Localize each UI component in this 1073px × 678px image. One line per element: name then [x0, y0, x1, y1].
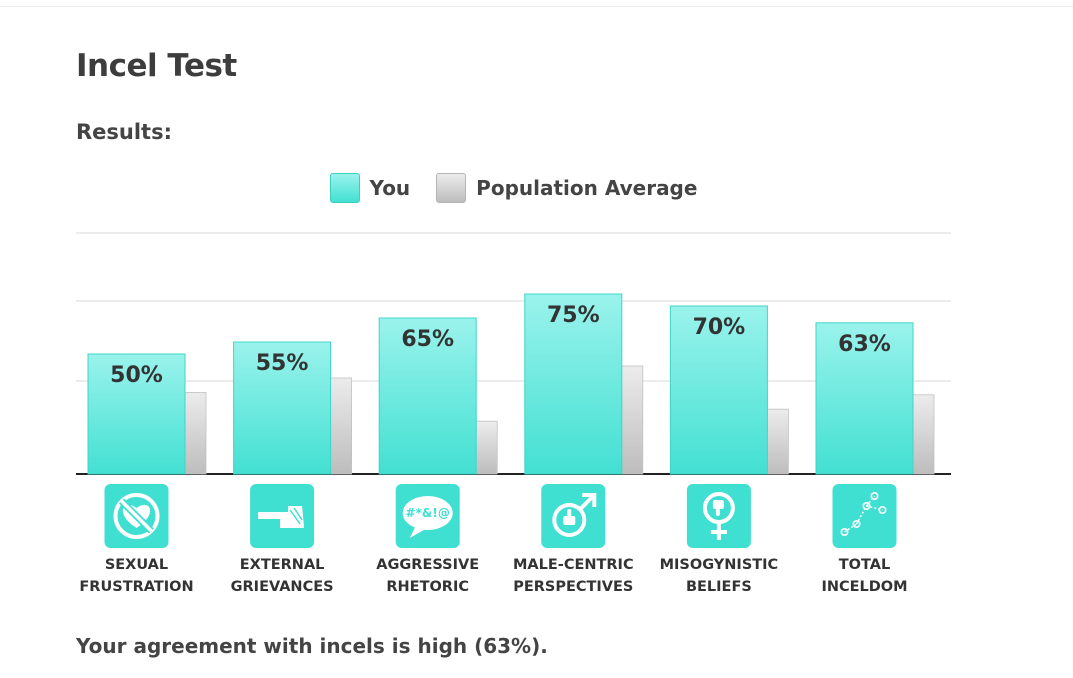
- bar-you: [669, 305, 768, 475]
- bar-you: [233, 341, 332, 475]
- bar-average: [329, 377, 353, 475]
- chart-legend: You Population Average: [0, 173, 1073, 203]
- category-label: SEXUAL: [105, 557, 168, 573]
- legend-label-average: Population Average: [476, 176, 698, 200]
- bar-you: [524, 293, 623, 475]
- bar-value-label: 50%: [110, 363, 163, 388]
- legend-item-average: Population Average: [436, 173, 697, 203]
- bar-chart: #*&!@ 50% SEXUAL FRUSTRATION 55% EXTERNAL GRI…: [76, 232, 951, 595]
- no-heart-icon: [104, 484, 169, 548]
- category-label: MISOGYNISTIC: [660, 557, 779, 573]
- bar-you: [378, 317, 477, 475]
- top-divider: [0, 6, 1073, 7]
- bar-average: [620, 365, 644, 475]
- bar-average: [474, 420, 498, 475]
- pointing-hand-icon: [250, 484, 315, 548]
- category-label: TOTAL: [839, 557, 890, 573]
- bar-you: [87, 353, 186, 475]
- bar-average: [911, 394, 935, 475]
- legend-swatch-you: [329, 173, 360, 203]
- male-thumbs-up-icon: [541, 484, 606, 548]
- legend-label-you: You: [369, 176, 411, 200]
- scatter-trend-icon: [832, 484, 897, 548]
- summary-text: Your agreement with incels is high (63%)…: [76, 634, 548, 658]
- category-label: BELIEFS: [686, 579, 752, 595]
- page-title: Incel Test: [76, 48, 237, 84]
- svg-text:#*&!@: #*&!@: [406, 506, 450, 520]
- bar-value-label: 63%: [838, 332, 891, 357]
- category-label: PERSPECTIVES: [513, 579, 633, 595]
- bar-value-label: 75%: [547, 303, 600, 328]
- legend-swatch-average: [436, 173, 467, 203]
- category-label: AGGRESSIVE: [376, 557, 479, 573]
- category-label: INCELDOM: [821, 579, 907, 595]
- category-label: GRIEVANCES: [231, 579, 334, 595]
- bar-average: [766, 408, 789, 475]
- category-label: MALE-CENTRIC: [513, 557, 634, 573]
- category-label: EXTERNAL: [240, 557, 325, 573]
- bar-you: [815, 322, 914, 475]
- female-thumbs-down-icon: [686, 484, 751, 548]
- bar-value-label: 65%: [401, 327, 454, 352]
- bar-value-label: 70%: [693, 315, 746, 340]
- legend-item-you: You: [329, 173, 411, 203]
- category-label: FRUSTRATION: [79, 579, 193, 595]
- bar-value-label: 55%: [256, 351, 309, 376]
- swearing-bubble-icon: #*&!@: [395, 484, 460, 548]
- category-label: RHETORIC: [386, 579, 469, 595]
- results-heading: Results:: [76, 120, 172, 144]
- bar-average: [183, 391, 207, 475]
